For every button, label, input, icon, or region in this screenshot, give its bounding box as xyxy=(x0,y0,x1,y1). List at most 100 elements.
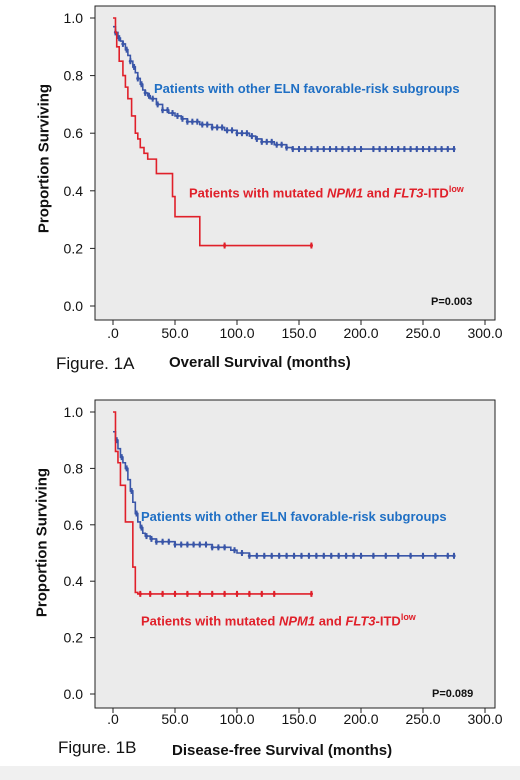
blue-censor-dot xyxy=(340,147,344,151)
blue-censor-dot xyxy=(255,554,259,558)
blue-censor-dot xyxy=(175,114,180,118)
y-tick-label: 0.8 xyxy=(64,460,84,476)
blue-censor-dot xyxy=(285,146,289,150)
blue-censor-dot xyxy=(307,554,311,558)
annot-red-sup: low xyxy=(448,184,464,194)
blue-censor-dot xyxy=(280,143,284,147)
figure-1a-xlabel: Overall Survival (months) xyxy=(169,354,351,371)
figure-1a-label: Figure. 1A xyxy=(56,354,135,373)
footer-bar xyxy=(0,766,520,780)
annot-red-pre: Patients with mutated xyxy=(189,185,327,201)
blue-censor-dot xyxy=(128,59,132,63)
y-tick-label: 0.2 xyxy=(64,240,84,256)
y-tick-label: 0.8 xyxy=(64,68,84,84)
annot-red-mid: and xyxy=(315,613,346,629)
x-tick-label: 150.0 xyxy=(281,325,316,341)
annot-red-post: -ITD xyxy=(423,185,449,201)
x-tick-label: 100.0 xyxy=(219,711,254,727)
blue-censor-dot xyxy=(322,147,326,151)
blue-censor-dot xyxy=(165,108,170,112)
blue-censor-dot xyxy=(347,147,351,151)
blue-censor-dot xyxy=(170,111,175,115)
red-censor-dot xyxy=(223,243,227,248)
blue-censor-dot xyxy=(120,455,124,459)
blue-censor-dot xyxy=(220,125,224,130)
figure-1b-annotation-red: Patients with mutated NPM1 and FLT3-ITDl… xyxy=(141,612,416,628)
blue-censor-dot xyxy=(322,554,326,558)
blue-censor-dot xyxy=(297,147,301,151)
x-tick-label: 200.0 xyxy=(343,325,378,341)
red-censor-dot xyxy=(210,592,214,596)
figure-1a-svg: 0.0 0.2 0.4 0.6 0.8 1.0 .0 50.0 100.0 150.0 200.0 2… xyxy=(64,5,503,341)
blue-censor-dot xyxy=(433,554,437,558)
red-censor-dot xyxy=(247,592,251,596)
blue-censor-dot xyxy=(359,554,363,558)
blue-censor-dot xyxy=(260,140,264,144)
blue-censor-dot xyxy=(328,147,332,151)
blue-censor-dot xyxy=(130,489,134,493)
red-censor-dot xyxy=(198,592,202,596)
blue-censor-dot xyxy=(371,554,375,558)
annot-red-post: -ITD xyxy=(375,613,401,629)
blue-censor-dot xyxy=(195,120,199,124)
blue-censor-dot xyxy=(351,554,356,558)
red-censor-dot xyxy=(272,592,276,596)
blue-censor-dot xyxy=(409,147,413,151)
x-tick-label: 50.0 xyxy=(161,711,188,727)
blue-censor-dot xyxy=(245,131,249,135)
blue-censor-dot xyxy=(446,554,450,558)
blue-censor-dot xyxy=(151,97,155,101)
blue-censor-dot xyxy=(390,147,394,151)
red-censor-dot xyxy=(309,243,313,248)
annot-red-npm1: NPM1 xyxy=(278,613,316,629)
blue-censor-dot xyxy=(329,554,333,558)
y-tick-label: 0.4 xyxy=(64,573,84,589)
x-tick-label: 200.0 xyxy=(343,711,378,727)
blue-censor-dot xyxy=(139,526,144,530)
blue-censor-dot xyxy=(452,147,456,151)
red-censor-dot xyxy=(148,592,152,596)
blue-censor-dot xyxy=(452,554,456,558)
blue-censor-dot xyxy=(143,91,147,95)
figure-1b-svg: 0.0 0.2 0.4 0.6 0.8 1.0 .0 50.0 100.0 150.0 200.0 2… xyxy=(64,399,503,727)
blue-censor-dot xyxy=(121,42,125,46)
blue-censor-dot xyxy=(291,147,295,151)
blue-censor-dot xyxy=(235,131,239,135)
x-tick-label: .0 xyxy=(107,711,119,727)
x-tick-label: 300.0 xyxy=(467,711,502,727)
blue-censor-dot xyxy=(277,554,281,558)
blue-censor-dot xyxy=(149,537,154,541)
blue-censor-dot xyxy=(421,147,425,151)
blue-censor-dot xyxy=(125,466,129,470)
y-tick-label: 0.6 xyxy=(64,125,84,141)
red-censor-dot xyxy=(235,592,239,596)
y-tick-label: 0.0 xyxy=(64,686,84,702)
y-tick-label: 0.6 xyxy=(64,517,84,533)
blue-censor-dot xyxy=(136,76,140,81)
blue-censor-dot xyxy=(240,131,244,135)
red-censor-dot xyxy=(161,592,165,596)
blue-censor-dot xyxy=(185,542,189,547)
blue-censor-dot xyxy=(265,140,269,144)
blue-censor-dot xyxy=(225,128,229,132)
blue-censor-dot xyxy=(396,147,400,151)
blue-censor-dot xyxy=(230,128,234,132)
annot-red-npm1: NPM1 xyxy=(326,185,364,201)
blue-censor-dot xyxy=(270,140,274,144)
x-tick-label: 250.0 xyxy=(405,325,440,341)
x-tick-label: 50.0 xyxy=(161,325,188,341)
blue-censor-dot xyxy=(144,534,149,538)
blue-censor-dot xyxy=(440,147,444,151)
red-censor-dot xyxy=(309,592,313,596)
x-tick-label: 100.0 xyxy=(219,325,254,341)
red-censor-dot xyxy=(173,592,177,596)
annot-red-pre: Patients with mutated xyxy=(141,613,279,629)
figure-1a-pvalue: P=0.003 xyxy=(431,296,473,308)
blue-censor-dot xyxy=(314,554,318,558)
figure-1a-panel: 0.0 0.2 0.4 0.6 0.8 1.0 .0 50.0 100.0 150.0 200.0 2… xyxy=(0,0,520,385)
blue-censor-dot xyxy=(303,147,307,151)
figure-1a-annotation-red: Patients with mutated NPM1 and FLT3-ITDl… xyxy=(189,184,464,200)
blue-censor-dot xyxy=(275,143,279,147)
figure-1b-panel: 0.0 0.2 0.4 0.6 0.8 1.0 .0 50.0 100.0 150.0 200.0 2… xyxy=(0,392,520,777)
blue-censor-dot xyxy=(359,147,363,151)
